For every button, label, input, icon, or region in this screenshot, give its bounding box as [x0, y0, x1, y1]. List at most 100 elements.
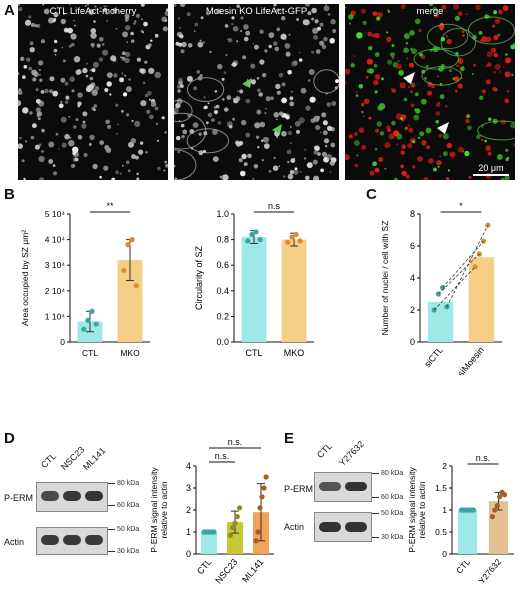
y-tick-label: 0.0	[216, 337, 229, 347]
micro-cell-dot	[258, 92, 263, 97]
blot-d-perm	[36, 482, 108, 512]
micro-cell-dot	[233, 98, 239, 104]
micro-cell-dot	[320, 168, 324, 173]
micro-cell-dot	[465, 13, 468, 16]
micro-cell-dot	[398, 69, 404, 76]
micro-cell-dot	[372, 161, 377, 167]
micro-cell-dot	[157, 139, 159, 142]
micro-cell-dot	[88, 9, 94, 15]
blot-d-actin-band-3	[85, 535, 103, 545]
micro-cell-dot	[259, 29, 264, 34]
micro-cell-dot	[317, 152, 321, 156]
micro-cell-dot	[268, 169, 272, 173]
micro-cell-dot	[240, 30, 243, 32]
bar	[226, 522, 244, 554]
micro-cell-dot	[308, 69, 315, 75]
y-axis-label: P-ERM signal intensityrelative to actin	[408, 467, 427, 553]
micro-cell-dot	[408, 127, 414, 133]
micro-cell-dot	[213, 110, 219, 115]
micro-cell-dot	[458, 66, 461, 68]
micro-cell-dot	[125, 86, 132, 93]
micro-cell-dot	[121, 56, 126, 61]
micro-cell-dot	[163, 169, 166, 172]
micro-cell-dot	[319, 40, 325, 46]
micro-cell-dot	[311, 50, 315, 54]
micro-cell-dot	[386, 125, 391, 130]
micro-cell-dot	[231, 22, 234, 26]
micro-cell-dot	[106, 20, 108, 22]
blot-e-kda-50: 50 kDa	[372, 510, 403, 517]
micro-cell-dot	[43, 8, 50, 15]
data-point	[263, 474, 269, 480]
micro-cell-dot	[319, 22, 324, 27]
micro-cell-dot	[265, 96, 271, 102]
micro-cell-dot	[154, 33, 159, 38]
micro-cell-dot	[180, 49, 185, 54]
micro-cell-dot	[298, 117, 305, 124]
micro-cell-dot	[473, 63, 476, 67]
micro-cell-dot	[144, 60, 148, 64]
micro-cell-dot	[362, 115, 365, 118]
micro-cell-dot	[134, 20, 137, 23]
micro-cell-dot	[174, 164, 176, 168]
micro-cell-dot	[457, 146, 464, 153]
micro-cell-dot	[391, 120, 396, 126]
micro-cell-dot	[32, 123, 37, 129]
micro-cell-dot	[131, 39, 135, 43]
micro-cell-dot	[109, 93, 112, 96]
micro-cell-dot	[400, 117, 403, 120]
micro-cell-dot	[227, 38, 233, 43]
micro-cell-dot	[327, 125, 333, 131]
micro-cell-dot	[93, 104, 98, 108]
micro-cell-dot	[235, 141, 242, 147]
data-point	[481, 238, 487, 244]
micro-cell-dot	[487, 62, 492, 67]
micro-cell-dot	[409, 30, 415, 36]
micro-image-ctl: CTL LifeAct-mcherry	[18, 4, 168, 180]
micro-cell-dot	[194, 22, 199, 27]
y-axis-label-line: relative to actin	[417, 481, 427, 538]
micro-cell-dot	[83, 153, 88, 157]
micro-cell-dot	[106, 81, 112, 87]
micro-cell-dot	[52, 164, 56, 167]
micro-cell-dot	[446, 38, 452, 45]
micro-cell-dot	[223, 71, 227, 74]
micro-cell-dot	[91, 89, 98, 96]
micro-cell-dot	[423, 177, 429, 180]
x-tick-label: siCTL	[422, 345, 445, 369]
micro-cell-dot	[226, 95, 232, 100]
micro-cell-dot	[228, 124, 233, 129]
micro-caption-moesin-ko: Moesin KO LifeAct-GFP	[205, 6, 308, 17]
micro-cell-dot	[145, 151, 148, 154]
micro-cell-dot	[345, 68, 351, 75]
micro-cell-dot	[48, 159, 54, 164]
micro-cell-dot	[92, 46, 94, 49]
micro-cell-dot	[24, 140, 28, 143]
micro-cell-dot	[219, 175, 223, 179]
micro-cell-dot	[361, 103, 365, 107]
micro-cell-dot	[243, 162, 248, 167]
micro-cell-dot	[321, 151, 328, 157]
blot-e-kda-80: 80 kDa	[372, 470, 403, 477]
micro-cell-dot	[510, 44, 515, 50]
micro-cell-dot	[409, 47, 413, 51]
data-point	[297, 238, 303, 244]
micro-cell-dot	[121, 72, 124, 75]
micro-cell-dot	[396, 133, 403, 140]
micro-cell-dot	[164, 131, 167, 134]
y-tick-label: 6	[410, 241, 415, 251]
micro-cell-dot	[68, 116, 70, 118]
micro-cell-dot	[52, 171, 58, 176]
significance-label: n.s.	[228, 437, 243, 447]
micro-cell-dot	[435, 120, 440, 124]
micro-cell-dot	[88, 143, 92, 146]
micro-cell-dot	[348, 14, 354, 20]
micro-cell-dot	[140, 100, 147, 107]
micro-cell-dot	[122, 51, 126, 55]
micro-cell-dot	[60, 116, 67, 123]
micro-cell-dot	[504, 71, 511, 78]
micro-cell-dot	[427, 90, 432, 96]
panel-d-label: D	[4, 430, 15, 447]
micro-cell-dot	[307, 79, 311, 82]
micro-cell-dot	[105, 5, 108, 8]
